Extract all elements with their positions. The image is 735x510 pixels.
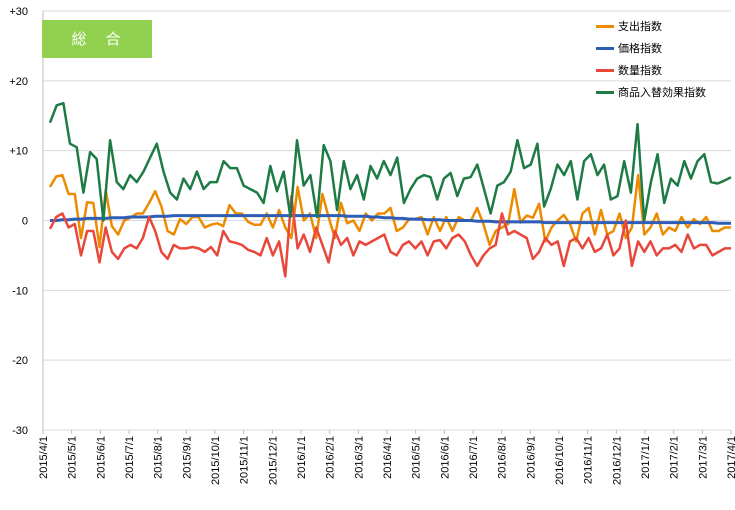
x-tick-label: 2015/6/1 [95,436,107,479]
legend: 支出指数 価格指数 数量指数 商品入替効果指数 [596,20,706,108]
legend-swatch [596,24,614,28]
x-tick-label: 2016/4/1 [382,436,394,479]
x-tick-label: 2016/10/1 [554,436,566,485]
x-tick-label: 2015/4/1 [38,436,50,479]
legend-label: 価格指数 [618,42,662,55]
x-tick-label: 2017/3/1 [697,436,709,479]
x-tick-label: 2015/10/1 [210,436,222,485]
series-line-0 [48,173,731,249]
x-tick-label: 2015/8/1 [153,436,165,479]
x-tick-label: 2016/7/1 [468,436,480,479]
x-tick-label: 2016/12/1 [611,436,623,485]
x-axis: 2015/4/1 2015/5/1 2015/6/1 2015/7/1 2015/8/1… [38,430,735,485]
legend-label: 数量指数 [618,64,662,77]
x-tick-label: 2017/1/1 [640,436,652,479]
series-line-3 [48,101,732,222]
x-tick-label: 2016/9/1 [525,436,537,479]
y-axis: +30 +20 +10 0 -10 -20 -30 [9,6,44,437]
y-tick-label: +10 [9,146,28,158]
x-tick-label: 2016/5/1 [411,436,423,479]
y-tick-label: -20 [12,355,28,367]
x-tick-label: 2017/2/1 [669,436,681,479]
legend-label: 支出指数 [618,20,662,33]
x-tick-label: 2016/8/1 [497,436,509,479]
x-tick-label: 2016/2/1 [325,436,337,479]
x-tick-label: 2016/1/1 [296,436,308,479]
legend-swatch [596,90,614,94]
y-tick-label: +20 [9,76,28,88]
x-tick-label: 2015/5/1 [67,436,79,479]
chart-badge: 総 合 [42,20,152,58]
series-lines [48,101,732,278]
legend-swatch [596,46,614,50]
y-tick-label: -30 [12,425,28,437]
x-tick-label: 2015/12/1 [267,436,279,485]
series-line-1 [50,214,731,225]
x-tick-label: 2015/7/1 [124,436,136,479]
series-line-2 [48,194,731,278]
y-tick-label: -10 [12,285,28,297]
legend-item-price: 価格指数 [596,42,706,64]
x-tick-label: 2016/6/1 [439,436,451,479]
x-tick-label: 2016/3/1 [353,436,365,479]
x-tick-label: 2015/9/1 [181,436,193,479]
x-tick-label: 2017/4/1 [726,436,735,479]
y-tick-label: +30 [9,6,28,18]
x-tick-label: 2015/11/1 [239,436,251,484]
legend-label: 商品入替効果指数 [618,86,706,99]
legend-item-quantity: 数量指数 [596,64,706,86]
legend-item-spending: 支出指数 [596,20,706,42]
legend-swatch [596,68,614,72]
y-tick-label: 0 [22,216,28,228]
legend-item-replacement: 商品入替効果指数 [596,86,706,108]
x-tick-label: 2016/11/1 [583,436,595,484]
